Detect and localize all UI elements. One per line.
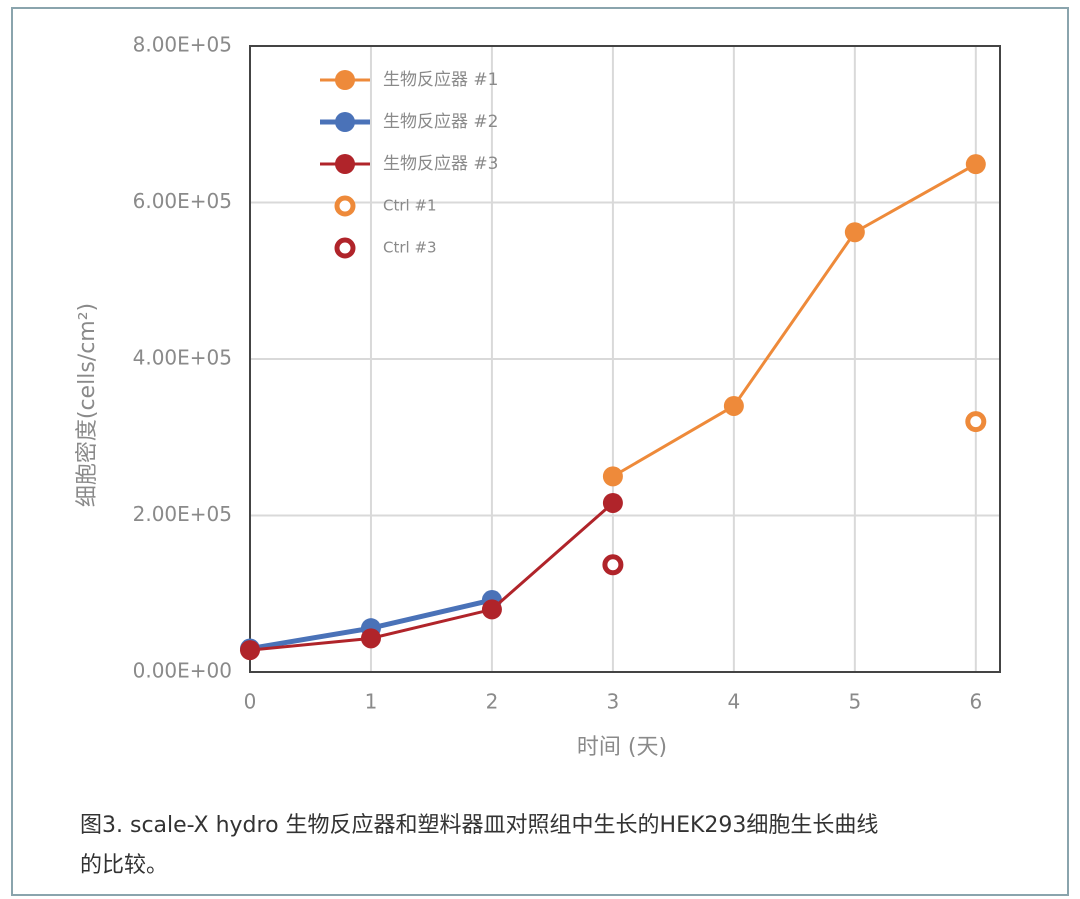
marker [602, 492, 623, 513]
legend-label: 生物反应器 #2 [383, 112, 498, 132]
legend-marker [335, 112, 355, 132]
marker [481, 599, 502, 620]
y-tick-label: 8.00E+05 [133, 33, 232, 57]
x-tick-label: 6 [969, 690, 982, 714]
marker [360, 628, 381, 649]
legend-marker [334, 237, 356, 259]
legend-marker [335, 70, 355, 90]
legend-label: 生物反应器 #3 [383, 154, 498, 174]
y-tick-label: 6.00E+05 [133, 189, 232, 213]
legend-marker [335, 154, 355, 174]
plot-border [249, 45, 1001, 673]
marker [723, 395, 744, 416]
x-axis-label: 时间 (天) [577, 735, 667, 760]
frame [11, 7, 1069, 896]
x-tick-label: 5 [848, 690, 861, 714]
caption: 图3. scale-X hydro 生物反应器和塑料器皿对照组中生长的HEK29… [80, 813, 879, 878]
y-tick-label: 0.00E+00 [133, 659, 232, 683]
marker [240, 640, 260, 661]
legend-label: Ctrl #1 [383, 197, 437, 215]
x-tick-label: 1 [365, 690, 378, 714]
y-tick-label: 2.00E+05 [133, 502, 232, 526]
marker [844, 222, 865, 243]
series-line [249, 501, 614, 652]
marker [965, 154, 986, 175]
x-tick-label: 0 [244, 690, 257, 714]
marker [602, 466, 623, 487]
y-tick-label: 4.00E+05 [133, 346, 232, 370]
series-line [612, 162, 977, 478]
y-axis-label: 细胞密度(cells/cm²) [75, 303, 100, 507]
x-tick-label: 2 [486, 690, 499, 714]
x-tick-label: 4 [728, 690, 741, 714]
legend-label: Ctrl #3 [383, 239, 437, 257]
marker [965, 411, 987, 433]
legend-label: 生物反应器 #1 [383, 70, 498, 90]
legend-marker [334, 195, 356, 217]
marker [602, 554, 624, 576]
x-tick-label: 3 [607, 690, 620, 714]
